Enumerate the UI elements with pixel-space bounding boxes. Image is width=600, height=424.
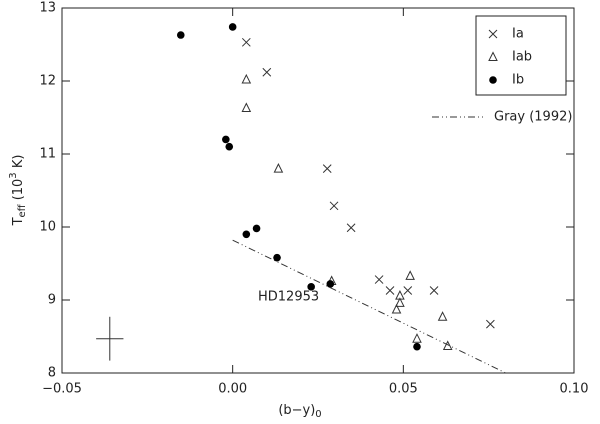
point xyxy=(442,340,453,350)
point xyxy=(273,253,281,262)
y-tick-label: 11 xyxy=(39,147,56,162)
y-tick-label: 13 xyxy=(39,1,56,16)
legend-marker xyxy=(488,51,498,61)
y-tick-label: 10 xyxy=(39,220,56,235)
point xyxy=(307,283,315,291)
point xyxy=(326,280,335,288)
plot-frame xyxy=(61,7,575,374)
x-axis-label: (b−y)0 xyxy=(278,403,321,421)
y-label-sub: eff xyxy=(17,203,28,217)
point xyxy=(412,333,422,343)
y-tick-label: 12 xyxy=(39,74,56,89)
x-tick-label: 0.10 xyxy=(560,382,589,397)
point xyxy=(228,23,237,31)
point xyxy=(241,102,252,113)
point xyxy=(252,224,261,233)
point xyxy=(429,286,439,295)
legend-label: Ib xyxy=(512,73,524,88)
point xyxy=(322,164,332,173)
legend-label: Ia xyxy=(512,27,524,42)
legend-box xyxy=(475,15,567,96)
point xyxy=(437,311,448,321)
point xyxy=(413,342,421,351)
y-tick-label: 9 xyxy=(48,293,56,308)
y-label-end: K) xyxy=(11,155,26,173)
y-label-main: T xyxy=(11,217,26,226)
x-label-main: (b−y) xyxy=(278,403,315,418)
point xyxy=(346,223,356,233)
point xyxy=(176,31,185,39)
x-label-sub: 0 xyxy=(315,409,321,420)
point xyxy=(241,37,251,47)
y-label-unit: (10 xyxy=(11,179,26,205)
annotation: HD12953 xyxy=(258,290,319,305)
x-tick-label: 0.00 xyxy=(218,382,247,397)
point xyxy=(222,135,230,144)
legend-marker xyxy=(488,29,498,39)
legend-label: Gray (1992) xyxy=(494,110,572,125)
point xyxy=(242,230,251,239)
point xyxy=(395,297,405,307)
point xyxy=(391,303,402,314)
y-label-sup: 3 xyxy=(8,172,19,178)
point xyxy=(262,67,272,77)
point xyxy=(273,162,284,173)
y-tick-label: 8 xyxy=(48,366,56,381)
point xyxy=(241,73,252,84)
point xyxy=(329,201,339,211)
x-tick-label: −0.05 xyxy=(42,382,82,397)
x-tick-label: 0.05 xyxy=(389,382,418,397)
point xyxy=(374,275,384,284)
point xyxy=(385,286,395,295)
point xyxy=(486,319,495,329)
legend-label: Iab xyxy=(512,50,532,65)
reference-line xyxy=(232,239,506,374)
point xyxy=(403,286,413,295)
legend-marker xyxy=(489,76,497,84)
point xyxy=(405,270,415,280)
y-axis-label: Teff (103 K) xyxy=(8,155,28,227)
point xyxy=(225,142,234,151)
